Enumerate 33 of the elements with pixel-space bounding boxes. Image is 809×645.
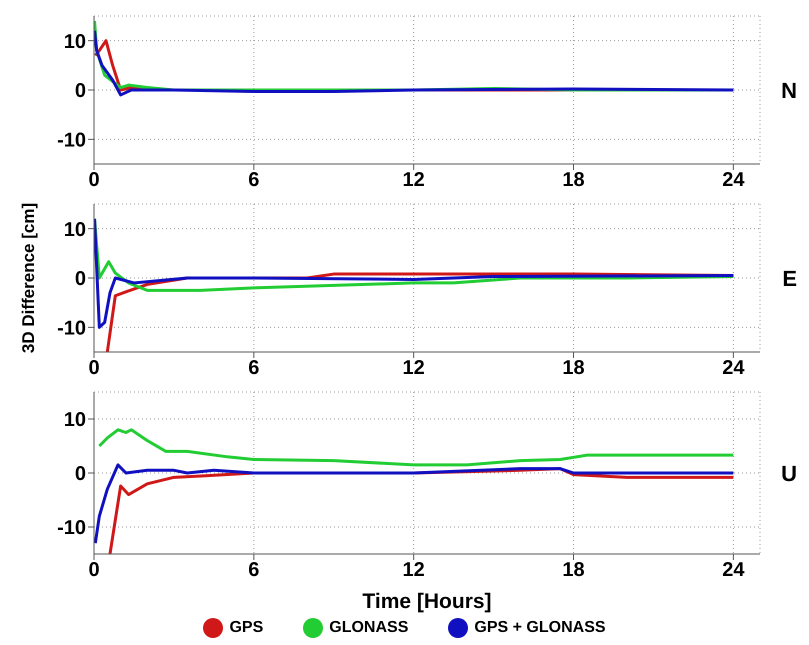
y-tick-label: 0: [74, 80, 86, 102]
y-tick-label: -10: [57, 129, 86, 152]
x-tick-label: 24: [722, 169, 746, 192]
line-series: [94, 217, 735, 329]
y-tick-label: 0: [74, 268, 86, 290]
y2-axis-title: U: [781, 460, 797, 486]
y-axis-title: 3D Difference [cm]: [19, 202, 38, 354]
y2-axis-title: E: [782, 266, 797, 291]
x-tick-label: 24: [722, 357, 746, 380]
y2-axis-title: N: [781, 78, 797, 103]
x-tick-label: 18: [562, 559, 585, 582]
x-tick-label: 12: [402, 559, 425, 582]
x-tick-label: 6: [248, 357, 260, 380]
y-tick-label: -10: [57, 517, 86, 540]
y-tick-label: 10: [64, 30, 86, 53]
line-series: [94, 29, 735, 96]
x-tick-label: 12: [402, 357, 425, 380]
y-tick-label: 10: [64, 409, 86, 432]
y-tick-label: 10: [64, 218, 86, 241]
line-series: [94, 463, 735, 545]
line-series: [98, 428, 735, 466]
x-tick-label: 6: [248, 559, 260, 582]
y-tick-label: -10: [57, 317, 86, 340]
x-tick-label: 6: [248, 169, 260, 192]
x-tick-label: 12: [402, 169, 425, 192]
x-tick-label: 18: [562, 357, 585, 380]
legend-label: GLONASS: [329, 619, 408, 637]
x-axis-title: Time [Hours]: [362, 590, 492, 613]
legend-label: GPS + GLONASS: [474, 619, 606, 637]
y-tick-label: 0: [74, 463, 86, 486]
x-tick-label: 18: [562, 169, 585, 192]
legend-label: GPS: [229, 619, 264, 637]
x-tick-label: 24: [722, 559, 746, 582]
